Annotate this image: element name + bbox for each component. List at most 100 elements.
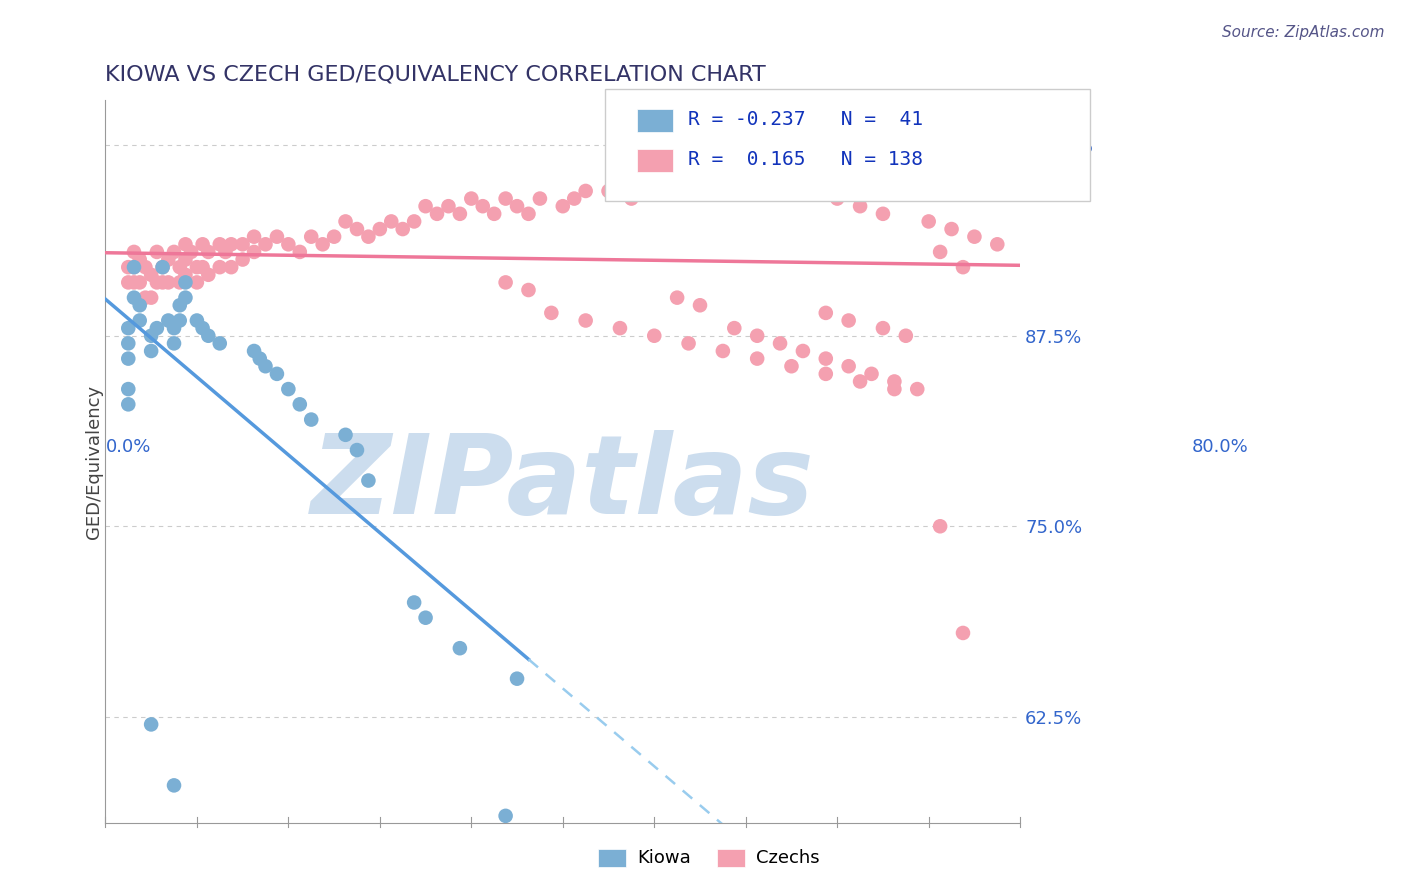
Point bbox=[141, 343, 163, 358]
Point bbox=[404, 595, 426, 609]
Point bbox=[986, 153, 1008, 168]
Point bbox=[368, 222, 391, 236]
Point bbox=[186, 276, 208, 290]
Point bbox=[346, 443, 368, 458]
Point bbox=[152, 260, 174, 275]
Point bbox=[174, 237, 197, 252]
Point bbox=[122, 260, 145, 275]
Point bbox=[232, 252, 254, 267]
Point bbox=[346, 222, 368, 236]
Point bbox=[747, 328, 769, 343]
Point bbox=[711, 343, 734, 358]
Point bbox=[141, 717, 163, 731]
Point bbox=[174, 276, 197, 290]
Point bbox=[997, 169, 1019, 183]
Point bbox=[299, 229, 322, 244]
Point bbox=[191, 260, 214, 275]
Point bbox=[134, 260, 156, 275]
Point bbox=[169, 313, 191, 327]
Point bbox=[191, 321, 214, 335]
Point bbox=[134, 291, 156, 305]
Point bbox=[208, 237, 231, 252]
Point bbox=[426, 207, 449, 221]
Point bbox=[803, 184, 825, 198]
Point bbox=[495, 276, 517, 290]
Point bbox=[620, 192, 643, 206]
Point bbox=[814, 351, 837, 366]
Point bbox=[117, 382, 139, 396]
Point bbox=[243, 343, 266, 358]
Point bbox=[838, 359, 860, 374]
Point bbox=[208, 260, 231, 275]
Point bbox=[689, 184, 711, 198]
Point bbox=[152, 276, 174, 290]
Point bbox=[929, 519, 952, 533]
Point bbox=[814, 367, 837, 381]
Point bbox=[141, 328, 163, 343]
Point bbox=[506, 199, 529, 213]
Point bbox=[758, 177, 780, 191]
Point bbox=[872, 207, 894, 221]
Point bbox=[780, 169, 803, 183]
Point bbox=[974, 145, 997, 160]
Point bbox=[825, 192, 848, 206]
Point bbox=[146, 244, 169, 259]
Point bbox=[141, 291, 163, 305]
Point bbox=[769, 336, 792, 351]
Point bbox=[460, 192, 482, 206]
Point bbox=[117, 276, 139, 290]
Point bbox=[208, 336, 231, 351]
Point bbox=[666, 291, 689, 305]
Point bbox=[860, 367, 883, 381]
Point bbox=[180, 244, 202, 259]
Point bbox=[872, 177, 894, 191]
Point bbox=[117, 260, 139, 275]
Point bbox=[128, 298, 150, 312]
Point bbox=[117, 397, 139, 411]
Point bbox=[575, 184, 598, 198]
Point bbox=[482, 207, 505, 221]
Point bbox=[380, 214, 402, 228]
Point bbox=[128, 252, 150, 267]
Point bbox=[849, 375, 872, 389]
Point bbox=[643, 184, 665, 198]
Point bbox=[157, 252, 180, 267]
Point bbox=[952, 260, 974, 275]
Text: Czechs: Czechs bbox=[756, 849, 820, 867]
Point bbox=[883, 375, 905, 389]
Point bbox=[146, 276, 169, 290]
Text: Source: ZipAtlas.com: Source: ZipAtlas.com bbox=[1222, 25, 1385, 40]
Point bbox=[449, 641, 471, 656]
Point bbox=[157, 313, 180, 327]
Text: 80.0%: 80.0% bbox=[1192, 438, 1249, 456]
Text: R =  0.165   N = 138: R = 0.165 N = 138 bbox=[688, 150, 922, 169]
Point bbox=[335, 214, 357, 228]
Point bbox=[849, 169, 872, 183]
Point bbox=[117, 336, 139, 351]
Point bbox=[643, 328, 665, 343]
Point bbox=[128, 313, 150, 327]
Point bbox=[905, 382, 928, 396]
Point bbox=[266, 367, 288, 381]
Point bbox=[517, 207, 540, 221]
Point bbox=[941, 222, 963, 236]
Point bbox=[169, 260, 191, 275]
Point bbox=[122, 244, 145, 259]
Point bbox=[598, 184, 620, 198]
Point bbox=[415, 611, 437, 625]
Point bbox=[323, 229, 346, 244]
Point bbox=[689, 298, 711, 312]
Point bbox=[128, 276, 150, 290]
Point bbox=[311, 237, 333, 252]
Point bbox=[495, 192, 517, 206]
Point bbox=[254, 237, 277, 252]
Point bbox=[249, 351, 271, 366]
Point bbox=[122, 276, 145, 290]
Text: R = -0.237   N =  41: R = -0.237 N = 41 bbox=[688, 110, 922, 128]
Point bbox=[529, 192, 551, 206]
Point bbox=[174, 252, 197, 267]
Point bbox=[141, 268, 163, 282]
Point bbox=[747, 351, 769, 366]
Point bbox=[191, 237, 214, 252]
Point bbox=[825, 161, 848, 175]
